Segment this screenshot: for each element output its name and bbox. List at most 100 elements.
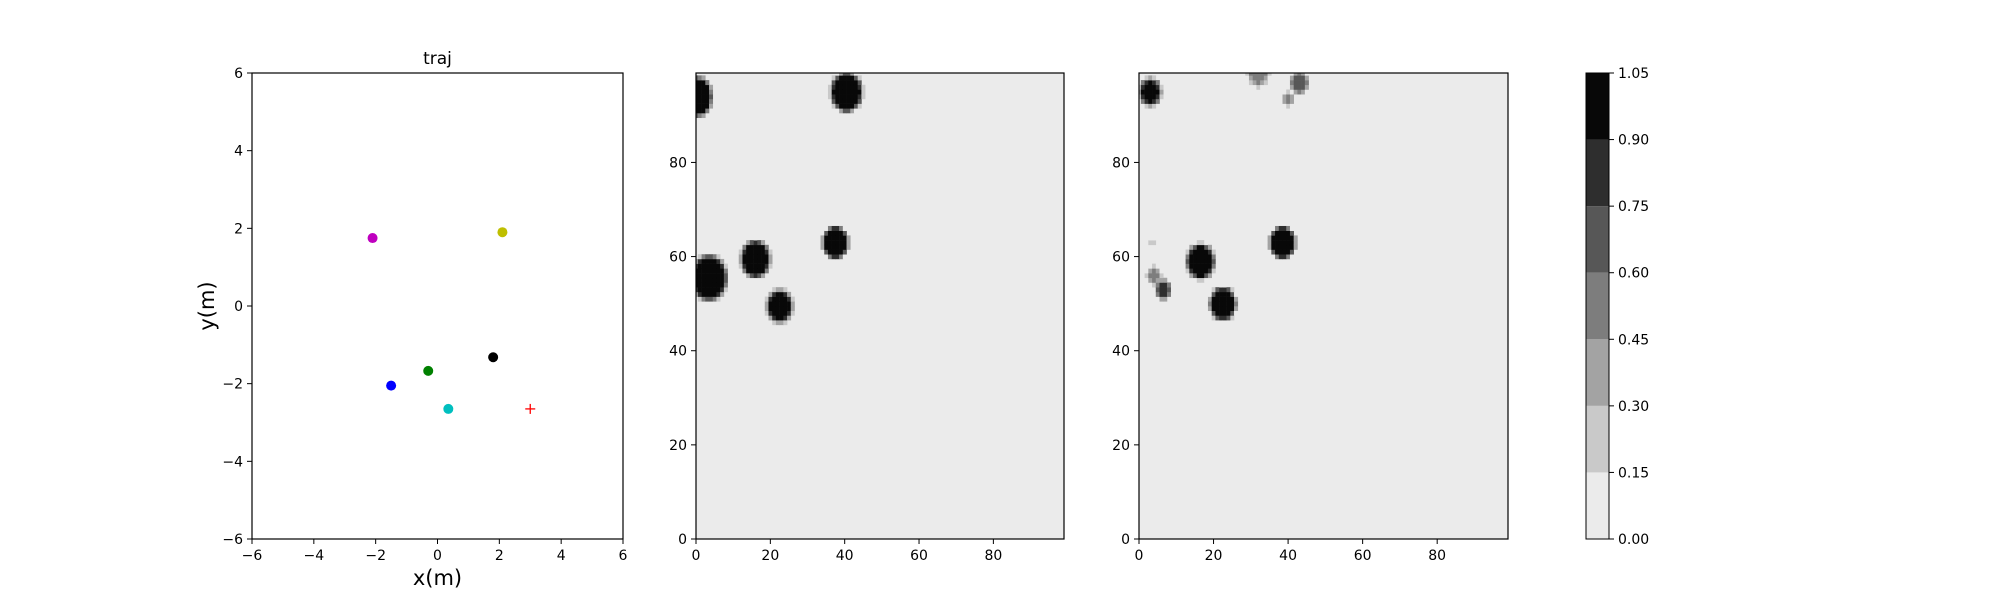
- map2-cell: [1226, 287, 1231, 293]
- map2-cell: [1230, 315, 1235, 321]
- map1-cell: [850, 103, 855, 109]
- map2-cell: [1207, 244, 1212, 250]
- map1-cell: [768, 315, 773, 321]
- map1-cell: [842, 80, 847, 86]
- colorbar-band: [1586, 206, 1609, 273]
- map2-cell: [1163, 287, 1168, 293]
- map2-cell: [1230, 306, 1235, 312]
- map1-cell: [835, 235, 840, 241]
- map1-cell: [720, 268, 725, 274]
- map1-cell: [701, 296, 706, 302]
- map1-cell: [831, 98, 836, 104]
- map1-cell: [787, 296, 792, 302]
- map1-cell: [831, 225, 836, 231]
- map1-cell: [783, 291, 788, 297]
- traj-x-tick-label: −2: [365, 548, 386, 564]
- map1-x-axis: 0 20 40 60 80: [692, 539, 1002, 564]
- map2-cell: [1196, 258, 1201, 264]
- map1-cell: [768, 254, 773, 260]
- map1-cell: [835, 103, 840, 109]
- map2-cell: [1148, 84, 1153, 90]
- map1-cell: [757, 240, 762, 246]
- colorbar-ticks: 0.00 0.15 0.30 0.45 0.60 0.75 0.90 1.05: [1609, 66, 1649, 548]
- map1-cell: [753, 277, 758, 283]
- map1-cell: [696, 94, 699, 100]
- map2-cell: [1207, 306, 1212, 312]
- map2-cell: [1301, 89, 1306, 95]
- map2-cell: [1152, 240, 1157, 246]
- map1-cell: [831, 80, 836, 86]
- traj-x-tick-label: 4: [557, 548, 566, 564]
- map2-cell: [1200, 244, 1205, 250]
- map1-cell: [705, 277, 710, 283]
- map1-cell: [705, 273, 710, 279]
- map1-cell: [697, 84, 702, 90]
- map2-cell: [1189, 254, 1194, 260]
- map1-cell: [712, 273, 717, 279]
- map1-cell: [701, 75, 706, 81]
- map1-cell: [723, 282, 728, 288]
- map2-cell: [1185, 268, 1190, 274]
- map2-cell: [1200, 254, 1205, 260]
- map2-cell: [1230, 310, 1235, 316]
- map1-cell: [696, 291, 699, 297]
- map1-cell: [712, 258, 717, 264]
- map1-cell: [757, 263, 762, 269]
- map1-cell: [696, 98, 699, 104]
- traj-goal-marker: [525, 403, 536, 414]
- map2-cell: [1211, 301, 1216, 307]
- map2-cell: [1215, 315, 1220, 321]
- map1-frame: [695, 72, 1065, 540]
- colorbar-tick-label: 0.75: [1618, 199, 1649, 215]
- map2-cell: [1271, 230, 1276, 236]
- map1-cell: [742, 249, 747, 255]
- map2-cell: [1144, 277, 1149, 283]
- map2-cell: [1226, 310, 1231, 316]
- traj-point: [488, 352, 499, 363]
- map2-cell: [1230, 287, 1235, 293]
- map1-cell: [746, 254, 751, 260]
- map1-cell: [705, 282, 710, 288]
- map1-cell: [827, 235, 832, 241]
- map2-cell: [1293, 73, 1298, 76]
- map2-y-tick-label: 80: [1112, 155, 1130, 171]
- colorbar-frame: [1585, 72, 1610, 540]
- map1-cell: [831, 240, 836, 246]
- map1-cell: [839, 235, 844, 241]
- map2-cell: [1263, 80, 1268, 86]
- map1-cell: [775, 291, 780, 297]
- map2-cell: [1278, 240, 1283, 246]
- map1-cell: [701, 268, 706, 274]
- map1-cell: [761, 273, 766, 279]
- map1-cell: [723, 263, 728, 269]
- map2-cell: [1193, 240, 1198, 246]
- map1-cell: [775, 296, 780, 302]
- map2-cell: [1289, 254, 1294, 260]
- map2-cell: [1286, 244, 1291, 250]
- map2-y-tick-label: 20: [1112, 438, 1130, 454]
- map2-cell: [1211, 310, 1216, 316]
- map1-cell: [696, 80, 699, 86]
- map1-cell: [701, 108, 706, 114]
- map2-cell: [1196, 249, 1201, 255]
- map2-cell: [1196, 254, 1201, 260]
- traj-x-axis: −6 −4 −2 0 2 4 6: [242, 539, 628, 564]
- map2-cell: [1230, 291, 1235, 297]
- map1-cell: [835, 75, 840, 81]
- map1-cell: [697, 113, 702, 119]
- map1-cell: [850, 75, 855, 81]
- map2-cell: [1263, 73, 1268, 76]
- map2-cell: [1289, 89, 1294, 95]
- map1-cell: [761, 268, 766, 274]
- map2-cell: [1144, 80, 1149, 86]
- map1-cell: [716, 268, 721, 274]
- map1-cell: [790, 296, 795, 302]
- map1-cell: [839, 254, 844, 260]
- map1-cell: [827, 225, 832, 231]
- map2-cell: [1293, 84, 1298, 90]
- map2-cell: [1222, 301, 1227, 307]
- map2-cell: [1289, 94, 1294, 100]
- map2-x-tick-label: 80: [1428, 548, 1446, 564]
- map1-cell: [705, 108, 710, 114]
- map2-x-tick-label: 60: [1354, 548, 1372, 564]
